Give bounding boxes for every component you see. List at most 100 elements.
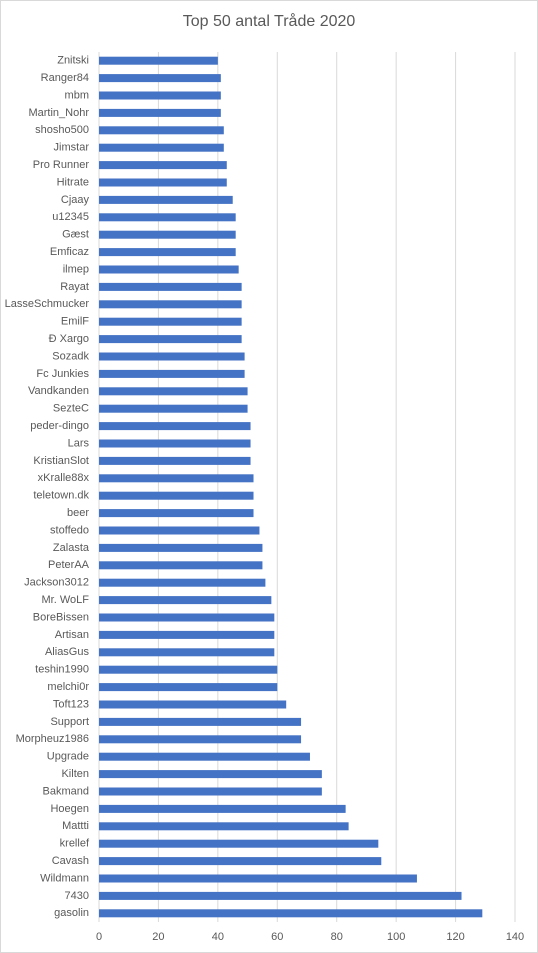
y-tick-label: teshin1990 — [35, 664, 89, 676]
bar — [99, 717, 302, 726]
x-tick-label: 140 — [506, 931, 524, 943]
bar — [99, 822, 349, 831]
bar — [99, 596, 272, 605]
y-tick-label: xKralle88x — [38, 472, 90, 484]
y-tick-label: ilmep — [63, 263, 89, 275]
y-tick-label: stoffedo — [50, 524, 89, 536]
bar — [99, 909, 483, 918]
bar — [99, 56, 218, 65]
bar — [99, 335, 242, 344]
bar — [99, 387, 248, 396]
x-tick-label: 0 — [96, 931, 102, 943]
y-tick-label: shosho500 — [35, 124, 89, 136]
bar — [99, 874, 417, 883]
bar — [99, 213, 236, 222]
y-tick-label: Mr. WoLF — [42, 594, 90, 606]
bar — [99, 143, 224, 152]
x-tick-label: 40 — [212, 931, 224, 943]
y-tick-label: LasseSchmucker — [5, 298, 90, 310]
y-tick-label: Gæst — [62, 229, 89, 241]
y-tick-label: peder-dingo — [30, 420, 89, 432]
bar — [99, 509, 254, 518]
y-tick-label: Fc Junkies — [36, 368, 89, 380]
bar — [99, 787, 322, 796]
x-tick-label: 20 — [152, 931, 164, 943]
y-tick-label: PeterAA — [48, 559, 90, 571]
bar — [99, 526, 260, 535]
x-tick-label: 120 — [446, 931, 464, 943]
bar — [99, 630, 275, 639]
y-tick-label: Ð Xargo — [49, 333, 89, 345]
y-tick-label: Kilten — [61, 768, 89, 780]
y-tick-label: melchi0r — [47, 681, 89, 693]
bar — [99, 561, 263, 570]
bar — [99, 439, 251, 448]
bar — [99, 74, 221, 83]
y-tick-label: 7430 — [65, 890, 89, 902]
bar — [99, 578, 266, 587]
y-tick-label: Cavash — [52, 855, 89, 867]
bar — [99, 178, 227, 187]
y-tick-label: Zalasta — [53, 542, 90, 554]
bar — [99, 700, 287, 709]
bar — [99, 613, 275, 622]
y-tick-label: mbm — [65, 89, 89, 101]
y-tick-label: Znitski — [57, 55, 89, 67]
y-tick-label: SezteC — [53, 403, 89, 415]
y-tick-label: Morpheuz1986 — [16, 733, 89, 745]
bar — [99, 648, 275, 657]
bar — [99, 282, 242, 291]
y-tick-label: Vandkanden — [28, 385, 89, 397]
y-tick-label: AliasGus — [45, 646, 90, 658]
bar — [99, 422, 251, 431]
y-tick-label: Wildmann — [40, 872, 89, 884]
y-tick-label: Hoegen — [50, 803, 89, 815]
y-tick-label: Jimstar — [54, 142, 90, 154]
bar — [99, 665, 278, 674]
y-tick-label: gasolin — [54, 907, 89, 919]
y-tick-label: Ranger84 — [41, 72, 89, 84]
y-tick-label: beer — [67, 507, 89, 519]
bar — [99, 891, 462, 900]
bar — [99, 161, 227, 170]
y-tick-label: Mattti — [62, 820, 89, 832]
bar — [99, 300, 242, 309]
y-tick-label: Hitrate — [57, 176, 89, 188]
bar — [99, 317, 242, 326]
x-tick-label: 100 — [387, 931, 405, 943]
y-tick-label: Support — [50, 716, 89, 728]
x-tick-label: 80 — [331, 931, 343, 943]
bar — [99, 683, 278, 692]
bar — [99, 108, 221, 117]
bar — [99, 248, 236, 257]
bar — [99, 456, 251, 465]
bar — [99, 474, 254, 483]
y-tick-label: Bakmand — [43, 785, 89, 797]
y-tick-label: EmilF — [61, 316, 89, 328]
y-tick-label: Martin_Nohr — [28, 107, 89, 119]
y-tick-label: Emficaz — [50, 246, 89, 258]
bar — [99, 491, 254, 500]
bar — [99, 770, 322, 779]
y-tick-label: u12345 — [52, 211, 89, 223]
bar — [99, 752, 310, 761]
bar — [99, 857, 382, 866]
y-tick-label: krellef — [60, 838, 90, 850]
bar — [99, 404, 248, 413]
bar — [99, 369, 245, 378]
bar — [99, 839, 379, 848]
bar — [99, 91, 221, 100]
y-tick-label: Upgrade — [47, 751, 89, 763]
y-tick-label: Rayat — [60, 281, 89, 293]
chart-title: Top 50 antal Tråde 2020 — [183, 12, 356, 30]
x-tick-label: 60 — [271, 931, 283, 943]
y-tick-label: Sozadk — [52, 350, 89, 362]
y-tick-label: Artisan — [55, 629, 89, 641]
y-tick-label: Jackson3012 — [24, 577, 89, 589]
bar — [99, 265, 239, 274]
y-tick-label: Lars — [68, 437, 90, 449]
bar — [99, 735, 302, 744]
y-tick-label: Pro Runner — [33, 159, 90, 171]
bar — [99, 543, 263, 552]
